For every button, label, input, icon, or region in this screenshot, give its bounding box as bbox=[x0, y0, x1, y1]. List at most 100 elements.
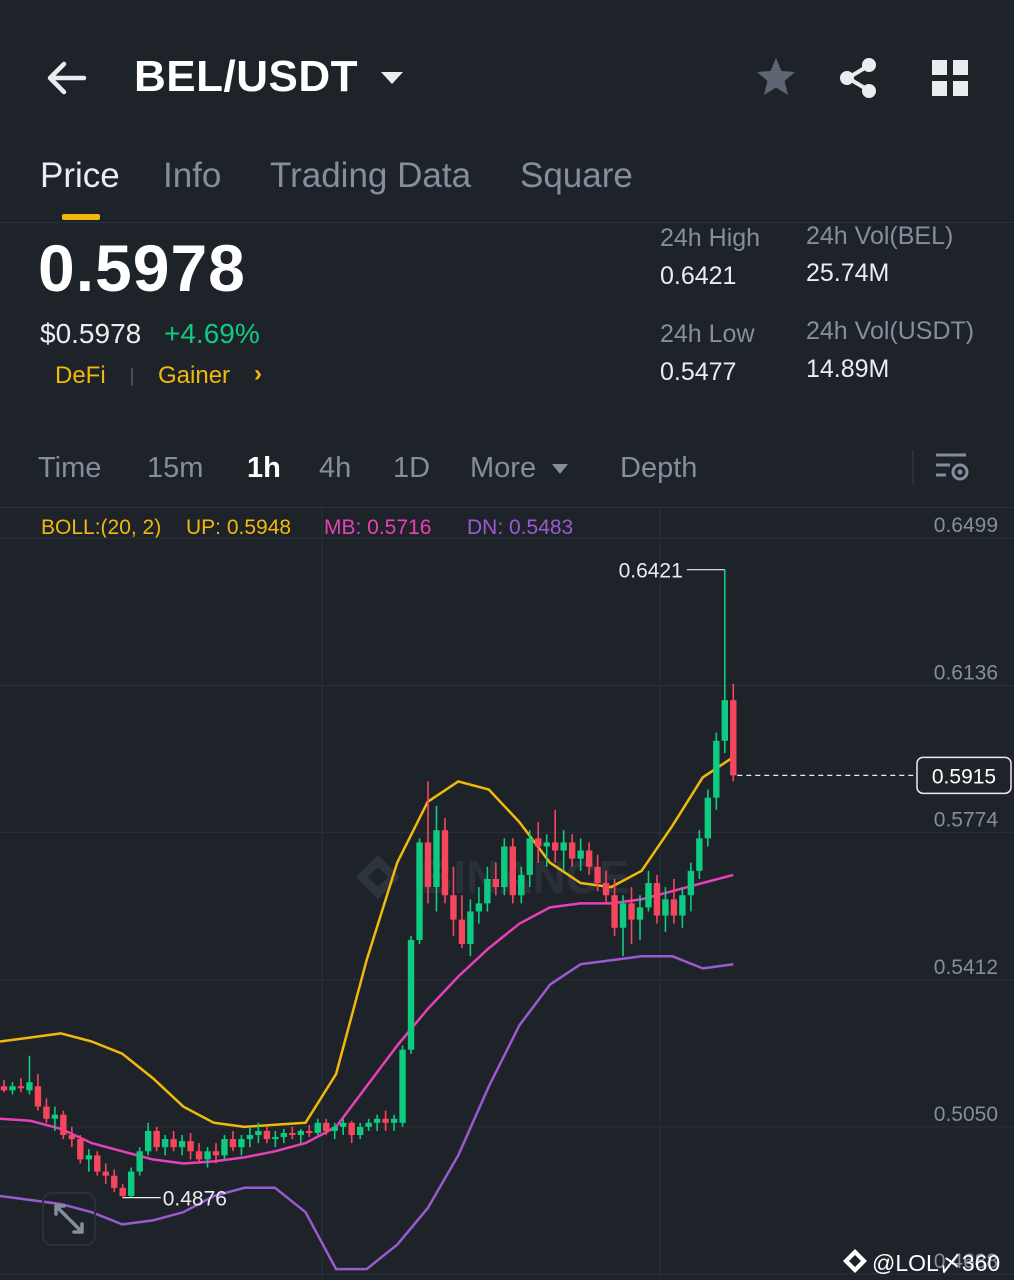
candle bbox=[484, 878, 491, 904]
caret-down-icon[interactable] bbox=[380, 70, 404, 86]
interval-more[interactable]: More bbox=[470, 452, 537, 484]
candle bbox=[585, 850, 593, 867]
candle bbox=[348, 1122, 355, 1136]
back-button[interactable] bbox=[40, 52, 92, 104]
candle bbox=[51, 1114, 59, 1119]
candle bbox=[34, 1086, 42, 1107]
candle bbox=[314, 1122, 321, 1133]
price-usd: $0.5978 bbox=[40, 318, 142, 349]
candle bbox=[187, 1141, 194, 1152]
chart-settings-icon[interactable] bbox=[934, 450, 970, 491]
current-price-tag bbox=[916, 756, 1012, 795]
interval-depth[interactable]: Depth bbox=[620, 452, 698, 484]
candle bbox=[458, 919, 466, 944]
candle bbox=[560, 842, 567, 851]
candle bbox=[289, 1132, 296, 1136]
candle bbox=[721, 700, 728, 741]
more-caret-icon[interactable] bbox=[551, 462, 569, 480]
boll-middle-band bbox=[0, 873, 734, 1165]
interval-time[interactable]: Time bbox=[38, 452, 102, 484]
chevron-right-icon[interactable]: › bbox=[254, 360, 262, 387]
boll-up: UP: 0.5948 bbox=[186, 516, 292, 539]
candle bbox=[475, 903, 483, 912]
candle bbox=[535, 838, 542, 847]
candle bbox=[399, 1049, 406, 1123]
candle bbox=[153, 1130, 160, 1148]
expand-chart-button[interactable] bbox=[42, 1192, 96, 1246]
candle bbox=[111, 1175, 118, 1188]
candle bbox=[331, 1126, 338, 1131]
high-label: 24h High bbox=[660, 224, 761, 252]
vol-quote-label: 24h Vol(USDT) bbox=[806, 317, 975, 345]
y-tick-label: 0.6499 bbox=[934, 514, 998, 537]
candle bbox=[704, 797, 712, 839]
interval-15m[interactable]: 15m bbox=[147, 452, 204, 484]
vol-base-label: 24h Vol(BEL) bbox=[806, 222, 954, 250]
candle bbox=[17, 1086, 25, 1089]
candle bbox=[679, 895, 686, 916]
binance-logo-icon bbox=[843, 1249, 867, 1273]
last-price: 0.5978 bbox=[38, 231, 246, 305]
tab-square[interactable]: Square bbox=[520, 156, 633, 195]
candle bbox=[0, 1086, 8, 1091]
y-tick-label: 0.5050 bbox=[934, 1103, 998, 1126]
candle bbox=[662, 899, 669, 916]
candle bbox=[161, 1139, 169, 1148]
candle bbox=[577, 850, 584, 859]
candle bbox=[340, 1122, 347, 1127]
candle bbox=[687, 870, 695, 896]
interval-4h[interactable]: 4h bbox=[319, 452, 352, 484]
tab-price[interactable]: Price bbox=[40, 156, 120, 195]
share-icon[interactable] bbox=[834, 54, 882, 102]
candle bbox=[306, 1130, 313, 1133]
candle bbox=[730, 700, 737, 776]
tab-trading-data[interactable]: Trading Data bbox=[270, 156, 472, 195]
candle bbox=[619, 903, 627, 928]
pair-title[interactable]: BEL/USDT bbox=[134, 52, 358, 101]
tag-gainer[interactable]: Gainer bbox=[158, 362, 231, 389]
candle bbox=[696, 838, 703, 871]
credit-watermark: @LOL〆360 bbox=[842, 1244, 1000, 1278]
candle bbox=[60, 1114, 67, 1136]
candle bbox=[136, 1151, 143, 1172]
candle bbox=[509, 846, 516, 896]
low-value: 0.5477 bbox=[660, 358, 737, 386]
candle bbox=[238, 1139, 245, 1148]
low-marker-label: 0.4876 bbox=[163, 1188, 227, 1211]
candle bbox=[670, 899, 678, 916]
grid-icon[interactable] bbox=[926, 54, 974, 102]
credit-text: @LOL〆360 bbox=[872, 1250, 1001, 1276]
candle bbox=[68, 1135, 76, 1140]
candle bbox=[433, 830, 440, 888]
high-marker-label: 0.6421 bbox=[619, 560, 683, 583]
boll-upper-band bbox=[0, 756, 734, 1129]
star-icon[interactable] bbox=[752, 54, 800, 102]
y-tick-label: 0.6136 bbox=[934, 662, 998, 685]
candle bbox=[501, 846, 508, 888]
candle bbox=[255, 1130, 262, 1136]
candle bbox=[518, 874, 525, 896]
interval-divider bbox=[0, 507, 1014, 508]
interval-1h[interactable]: 1h bbox=[247, 452, 281, 484]
vol-quote-value: 14.89M bbox=[806, 355, 890, 383]
candle bbox=[611, 895, 618, 928]
candle bbox=[713, 740, 720, 798]
candle bbox=[628, 903, 635, 920]
candle bbox=[645, 883, 652, 908]
candle bbox=[636, 907, 644, 920]
candle bbox=[526, 838, 533, 875]
candle bbox=[272, 1137, 279, 1140]
candle bbox=[653, 883, 661, 916]
tab-info[interactable]: Info bbox=[163, 156, 222, 195]
interval-1d[interactable]: 1D bbox=[393, 452, 431, 484]
candle bbox=[552, 842, 559, 851]
candle bbox=[467, 911, 474, 944]
tag-defi[interactable]: DeFi bbox=[55, 362, 106, 389]
candle bbox=[246, 1135, 254, 1140]
candle bbox=[26, 1082, 33, 1091]
tag-separator bbox=[131, 368, 133, 386]
candle bbox=[170, 1139, 177, 1148]
current-price-label: 0.5915 bbox=[932, 765, 996, 788]
candle bbox=[568, 842, 576, 859]
